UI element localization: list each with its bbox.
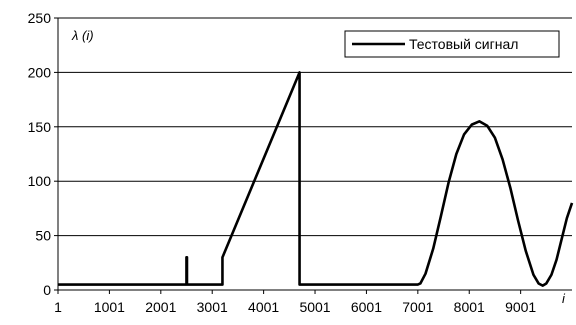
x-tick-label: 7001 [402,299,433,315]
x-axis-label: i [562,291,566,306]
x-tick-label: 9001 [505,299,536,315]
x-tick-label: 6001 [351,299,382,315]
x-tick-label: 3001 [197,299,228,315]
x-tick-label: 1 [54,299,62,315]
grid-lines [58,17,572,237]
y-tick-label: 150 [28,119,52,135]
x-tick-label: 1001 [94,299,125,315]
x-tick-label: 2001 [145,299,176,315]
legend: Тестовый сигнал [344,30,560,58]
y-tick-label: 250 [28,10,52,26]
series-group [58,71,574,287]
x-tick-label: 5001 [299,299,330,315]
axes [54,17,572,294]
x-tick-labels: 1 1001 2001 3001 4001 5001 6001 7001 8001 9001 [54,299,536,315]
y-tick-label: 50 [35,228,51,244]
x-tick-label: 8001 [454,299,485,315]
y-tick-labels: 0 50 100 150 200 250 [28,10,52,298]
y-tick-label: 0 [43,282,51,298]
x-tick-label: 4001 [248,299,279,315]
y-tick-label: 200 [28,64,52,80]
series-line-test-signal [58,71,574,287]
y-axis-label: λ (i) [71,28,94,43]
y-tick-label: 100 [28,173,52,189]
legend-label: Тестовый сигнал [409,36,518,52]
